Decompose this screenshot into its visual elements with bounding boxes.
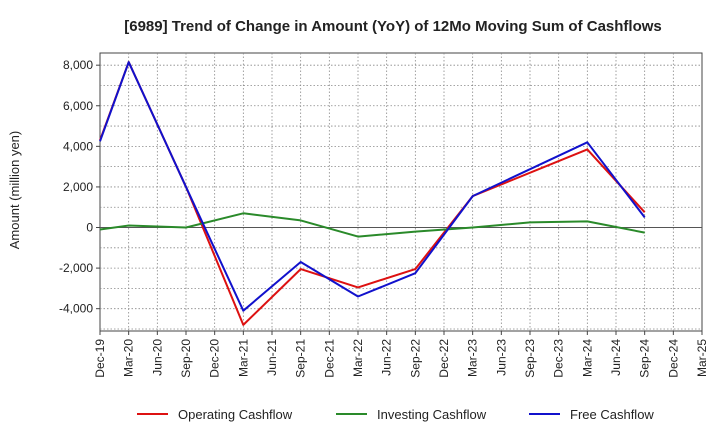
x-tick-label: Sep-20 — [179, 339, 193, 378]
x-tick-label: Sep-21 — [294, 339, 308, 378]
x-tick-label: Jun-23 — [494, 339, 508, 376]
series-line-2 — [99, 212, 645, 238]
x-tick-label: Sep-23 — [523, 339, 537, 378]
x-tick-label: Jun-22 — [380, 339, 394, 376]
y-tick-label: 8,000 — [63, 58, 93, 72]
plot-frame — [99, 52, 703, 332]
legend-label-3: Free Cashflow — [570, 407, 654, 422]
y-tick-label: 4,000 — [63, 139, 93, 153]
x-tick-label: Mar-23 — [466, 339, 480, 377]
x-tick-label: Mar-24 — [580, 339, 594, 377]
legend-label-1: Operating Cashflow — [178, 407, 293, 422]
x-tick-label: Dec-20 — [208, 339, 222, 378]
x-tick-label: Mar-25 — [695, 339, 709, 377]
legend-label-2: Investing Cashflow — [377, 407, 487, 422]
y-tick-label: 0 — [86, 221, 93, 235]
legend: Operating Cashflow Investing Cashflow Free… — [137, 407, 654, 422]
y-tick-label: -2,000 — [59, 261, 93, 275]
plot-area: -4,000 -2,000 0 2,000 4,000 6,000 8,000 Dec-19 M… — [59, 52, 709, 378]
x-tick-label: Jun-24 — [609, 339, 623, 376]
y-tick-label: 6,000 — [63, 99, 93, 113]
x-tick-label: Mar-21 — [236, 339, 250, 377]
x-tick-label: Mar-20 — [122, 339, 136, 377]
x-tick-label: Mar-22 — [351, 339, 365, 377]
x-tick-label: Jun-20 — [150, 339, 164, 376]
y-tick-label: -4,000 — [59, 302, 93, 316]
x-tick-label: Jun-21 — [265, 339, 279, 376]
x-tick-label: Dec-21 — [322, 339, 336, 378]
x-tick-label: Dec-22 — [437, 339, 451, 378]
y-tick-label: 2,000 — [63, 180, 93, 194]
x-tick-label: Dec-24 — [666, 339, 680, 378]
x-tick-label: Dec-19 — [93, 339, 107, 378]
x-tick-label: Sep-24 — [638, 339, 652, 378]
x-tick-label: Sep-22 — [408, 339, 422, 378]
x-tick-label: Dec-23 — [552, 339, 566, 378]
y-axis-label: Amount (million yen) — [7, 131, 22, 250]
series-line-3 — [99, 61, 646, 312]
chart-title: [6989] Trend of Change in Amount (YoY) o… — [124, 18, 662, 35]
